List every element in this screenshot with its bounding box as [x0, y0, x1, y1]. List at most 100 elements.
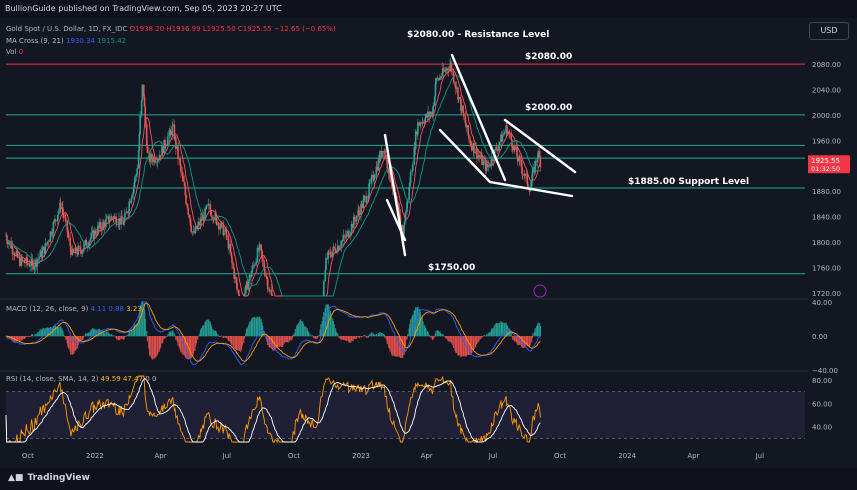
macd-histogram-bar — [288, 336, 291, 342]
macd-histogram-bar — [207, 319, 209, 337]
candle-body — [445, 68, 448, 71]
level-labels: $2080.00 $2000.00 $1885.00 Support Level $1… — [407, 30, 749, 273]
candle-body — [492, 160, 495, 162]
price-tick-label: 1840.00 — [812, 214, 841, 222]
macd-histogram-bar — [190, 336, 192, 359]
macd-histogram-bar — [436, 330, 439, 337]
macd-histogram-bar — [132, 327, 135, 337]
candle-body — [41, 250, 44, 258]
tradingview-logo[interactable]: ▲■ TradingView — [8, 473, 90, 483]
rsi-name[interactable]: RSI (14, close, SMA, 14, 2) — [6, 375, 99, 383]
macd-histogram-bar — [445, 336, 448, 339]
macd-histogram-bar — [536, 326, 538, 337]
macd-histogram-bar — [120, 336, 122, 339]
candle-body — [19, 256, 21, 266]
ma-name[interactable]: MA Cross (9, 21) — [6, 37, 64, 45]
candle-body — [6, 240, 9, 245]
macd-histogram-bar — [514, 336, 516, 342]
macd-histogram-bar — [309, 333, 311, 337]
macd-histogram-bar — [105, 331, 108, 337]
vol-value: 0 — [18, 48, 24, 56]
macd-value-1: 4.11 — [90, 305, 107, 313]
macd-histogram-bar — [248, 322, 251, 337]
candle-body — [355, 215, 358, 222]
candle-body — [218, 223, 220, 230]
macd-histogram-bar — [31, 333, 33, 337]
candle-body — [449, 65, 451, 71]
candle-body — [69, 237, 71, 246]
ma-fast-line — [5, 68, 541, 297]
candle-body — [149, 153, 152, 162]
macd-histogram-bar — [234, 336, 237, 350]
macd-histogram-bar — [267, 336, 269, 346]
rsi-band — [6, 391, 805, 439]
candle-body — [342, 239, 344, 242]
price-tick-label: 1760.00 — [812, 264, 841, 272]
macd-histogram-bar — [401, 336, 403, 358]
candle-body — [487, 165, 490, 168]
candle-body — [190, 225, 192, 232]
price-tick-label: 2000.00 — [812, 112, 841, 120]
candle-body — [31, 258, 34, 261]
candle-body — [235, 277, 238, 283]
macd-histogram-bar — [370, 333, 372, 337]
macd-histogram-bar — [61, 328, 63, 337]
candle-body — [38, 256, 41, 259]
candle-body — [476, 148, 478, 159]
candle-body — [457, 87, 459, 100]
macd-histogram-bar — [119, 336, 121, 341]
macd-histogram-bar — [20, 336, 23, 341]
macd-histogram-bar — [325, 304, 327, 337]
macd-histogram-bar — [199, 333, 201, 337]
macd-histogram-bar — [115, 336, 117, 339]
currency-button[interactable]: USD — [809, 22, 849, 40]
trendline-wedge-lower — [488, 180, 574, 198]
candle-body — [490, 157, 493, 165]
candle-body — [527, 184, 529, 188]
macd-histogram-bar — [140, 305, 143, 337]
macd-histogram-bar — [495, 323, 497, 337]
macd-histogram-bar — [296, 324, 299, 337]
price-tick-label: 2080.00 — [812, 61, 841, 69]
candle-body — [501, 135, 504, 142]
vol-name[interactable]: Vol — [6, 48, 17, 56]
candle-body — [455, 87, 458, 89]
macd-histogram-bar — [245, 333, 247, 337]
candle-body — [168, 129, 171, 137]
macd-histogram-bar — [317, 336, 319, 338]
candle-body — [506, 131, 509, 134]
macd-histogram-bar — [184, 336, 187, 357]
candle-body — [21, 256, 23, 261]
macd-histogram-bar — [373, 334, 375, 337]
candle-body — [137, 150, 140, 169]
macd-histogram-bar — [409, 319, 412, 337]
macd-histogram-bar — [197, 336, 199, 340]
macd-histogram-bar — [66, 336, 68, 344]
macd-histogram-bar — [416, 307, 418, 337]
macd-histogram-bar — [454, 336, 456, 351]
macd-name[interactable]: MACD (12, 26, close, 9) — [6, 305, 89, 313]
candle-body — [89, 238, 92, 242]
candle-body — [334, 248, 337, 252]
macd-histogram-bar — [79, 336, 82, 342]
macd-histogram-bar — [363, 335, 365, 337]
macd-histogram-bar — [319, 329, 321, 337]
legend-open: O1938.20 — [129, 25, 165, 33]
candle-body — [464, 116, 467, 123]
macd-histogram-bar — [136, 323, 138, 337]
macd-histogram-bar — [521, 336, 523, 348]
candle-body — [78, 246, 80, 247]
macd-histogram-bar — [493, 325, 496, 337]
macd-histogram-bar — [261, 322, 263, 337]
macd-histogram-bar — [311, 335, 313, 337]
macd-histogram-bar — [529, 336, 531, 346]
symbol-name[interactable]: Gold Spot / U.S. Dollar, 1D, FX_IDC — [6, 25, 128, 33]
macd-histogram-bar — [146, 336, 149, 342]
macd-histogram-bar — [302, 323, 305, 337]
macd-histogram-bar — [159, 336, 162, 348]
candle-body — [360, 203, 362, 215]
candle-body — [440, 76, 443, 78]
macd-histogram-bar — [382, 333, 385, 337]
candle-body — [232, 263, 235, 269]
